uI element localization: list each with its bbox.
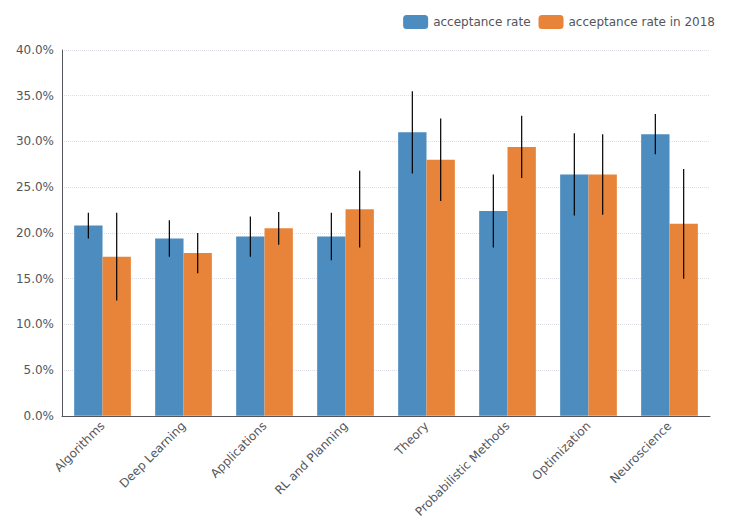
svg-text:Optimization: Optimization (529, 419, 593, 483)
svg-text:Neuroscience: Neuroscience (607, 419, 674, 486)
svg-text:5.0%: 5.0% (24, 363, 55, 377)
svg-text:acceptance rate in 2018: acceptance rate in 2018 (569, 15, 716, 29)
svg-text:acceptance rate: acceptance rate (433, 15, 530, 29)
svg-text:30.0%: 30.0% (16, 134, 54, 148)
svg-text:35.0%: 35.0% (16, 89, 54, 103)
svg-text:20.0%: 20.0% (16, 226, 54, 240)
svg-text:15.0%: 15.0% (16, 272, 54, 286)
svg-text:Theory: Theory (391, 419, 431, 459)
svg-text:Algorithms: Algorithms (52, 419, 108, 475)
svg-text:25.0%: 25.0% (16, 180, 54, 194)
svg-text:Deep Learning: Deep Learning (117, 419, 189, 491)
svg-text:40.0%: 40.0% (16, 43, 54, 57)
svg-text:10.0%: 10.0% (16, 317, 54, 331)
svg-text:Applications: Applications (208, 419, 270, 481)
svg-text:Probabilistic Methods: Probabilistic Methods (412, 419, 512, 519)
svg-text:0.0%: 0.0% (24, 409, 55, 423)
svg-text:RL and Planning: RL and Planning (272, 419, 350, 497)
